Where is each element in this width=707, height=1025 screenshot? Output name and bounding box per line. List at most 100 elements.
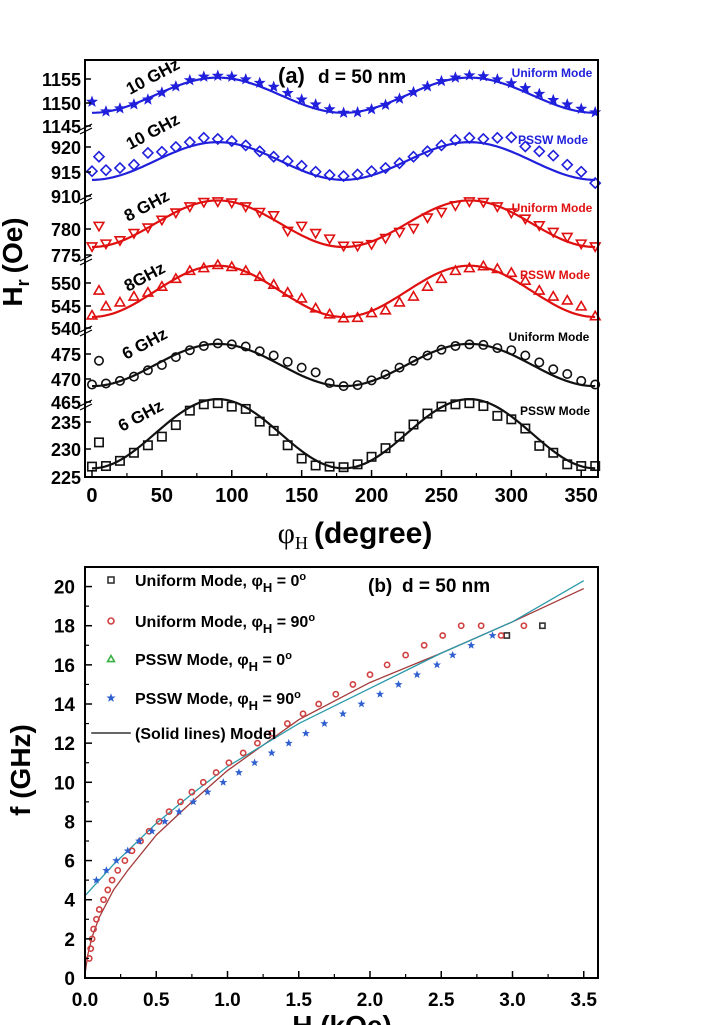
- band-0-point: [267, 80, 280, 92]
- axis-break-mark: [79, 193, 93, 201]
- band-0-point: [519, 81, 532, 94]
- band-2-point: [491, 202, 504, 213]
- band-0-point: [407, 85, 420, 98]
- series-3-point: [203, 787, 212, 796]
- band-5-point: [212, 398, 223, 409]
- band-4-point: [506, 345, 517, 356]
- band-2-point: [365, 239, 378, 251]
- band-5-point: [352, 459, 363, 470]
- x-tick-label: 1.5: [286, 990, 313, 1011]
- band-5-point: [128, 447, 139, 458]
- legend-label: Uniform Mode, φH = 0o: [135, 571, 306, 595]
- band-5-point: [184, 405, 195, 416]
- band-1-point: [365, 165, 378, 178]
- band-5-point: [156, 431, 167, 442]
- band-2-point: [127, 228, 141, 240]
- legend-value: = 90: [272, 614, 308, 631]
- band-4-point: [562, 368, 573, 379]
- band-0-point: [575, 102, 588, 114]
- band-2-point: [477, 197, 490, 209]
- band-0-point: [169, 80, 182, 92]
- band-5-point: [436, 401, 447, 412]
- band-4-point: [576, 375, 587, 386]
- band-5-fit-line: [91, 398, 596, 470]
- series-3-point: [394, 680, 403, 688]
- axis-break-mark: [79, 325, 93, 333]
- x-tick-label: 350: [565, 485, 598, 507]
- band-2-point: [421, 213, 434, 225]
- y-tick-label: 10: [54, 773, 75, 794]
- band-4-fit-line: [91, 342, 596, 388]
- panel-a-xlabel-unit: (degree): [314, 517, 432, 550]
- band-4-point: [212, 338, 223, 349]
- series-1-point: [128, 847, 136, 855]
- band-5-point: [142, 440, 153, 451]
- series-3-point: [135, 836, 144, 845]
- series-3-point: [92, 875, 101, 884]
- band-3-point: [575, 299, 588, 311]
- band-3-point: [197, 261, 211, 273]
- band-3-point: [155, 280, 169, 291]
- band-2-point: [547, 227, 560, 239]
- panel-a-x-ticks: 0 50 100 150 200 250 300 350: [86, 470, 598, 507]
- series-1-point: [165, 808, 173, 816]
- y-tick-label: 550: [51, 274, 81, 294]
- band-5-point: [380, 443, 391, 454]
- band-0-point: [435, 74, 448, 87]
- series-3-point: [189, 797, 198, 806]
- band-1-point: [323, 168, 336, 182]
- band-3-point: [281, 286, 294, 297]
- band-3-point: [491, 262, 504, 274]
- panel-a-xlabel-subscript: H: [295, 533, 308, 553]
- band-1-point: [421, 145, 434, 158]
- band-mode-label: Uniform Mode: [512, 201, 593, 215]
- band-2-point: [99, 239, 113, 251]
- band-0-point: [85, 95, 98, 107]
- band-3-point: [225, 260, 238, 272]
- x-tick-label: 2.0: [357, 990, 383, 1011]
- series-3-point: [432, 660, 441, 669]
- band-3-point: [141, 286, 155, 297]
- band-1-point: [337, 169, 350, 183]
- band-3-point: [421, 280, 434, 291]
- band-2-point: [561, 232, 574, 244]
- y-tick-label: 2: [64, 930, 75, 951]
- band-3-point: [379, 303, 392, 315]
- band-4-point: [422, 350, 433, 361]
- band-2-point: [295, 221, 308, 233]
- band-2-point: [239, 202, 252, 213]
- band-3-point: [309, 301, 322, 313]
- band-mode-label: PSSW Mode: [520, 268, 590, 282]
- band-3-point: [351, 311, 364, 323]
- legend-text: Uniform Mode, φ: [135, 614, 263, 631]
- series-3-point: [413, 670, 422, 679]
- band-0-point: [547, 93, 560, 106]
- series-1-point: [254, 739, 261, 747]
- band-3-point: [519, 274, 532, 286]
- band-5-point: [534, 440, 545, 451]
- series-3-point: [467, 641, 476, 649]
- band-2-point: [197, 197, 211, 209]
- band-4-point: [114, 375, 125, 386]
- band-2-point: [463, 197, 476, 208]
- y-tick-label: 235: [51, 413, 81, 433]
- band-2-point: [225, 198, 238, 210]
- band-5-point: [590, 461, 601, 472]
- band-1-point: [197, 131, 210, 145]
- panel-b-y-ticks: 0 2 4 6 8 10 12 14 16 18 20: [54, 578, 92, 990]
- band-0-point: [505, 77, 518, 89]
- band-0-point: [295, 93, 308, 105]
- axis-break-mark: [79, 329, 93, 337]
- band-2-point: [267, 211, 280, 222]
- series-3-point: [123, 846, 132, 855]
- series-1-point: [439, 632, 447, 639]
- band-1-point: [491, 131, 504, 145]
- x-tick-label: 100: [215, 485, 248, 507]
- axis-break-mark: [79, 254, 93, 262]
- y-tick-label: 915: [51, 163, 81, 183]
- y-tick-label: 225: [51, 468, 81, 488]
- band-3-point: [323, 307, 336, 319]
- band-5-point: [520, 423, 531, 434]
